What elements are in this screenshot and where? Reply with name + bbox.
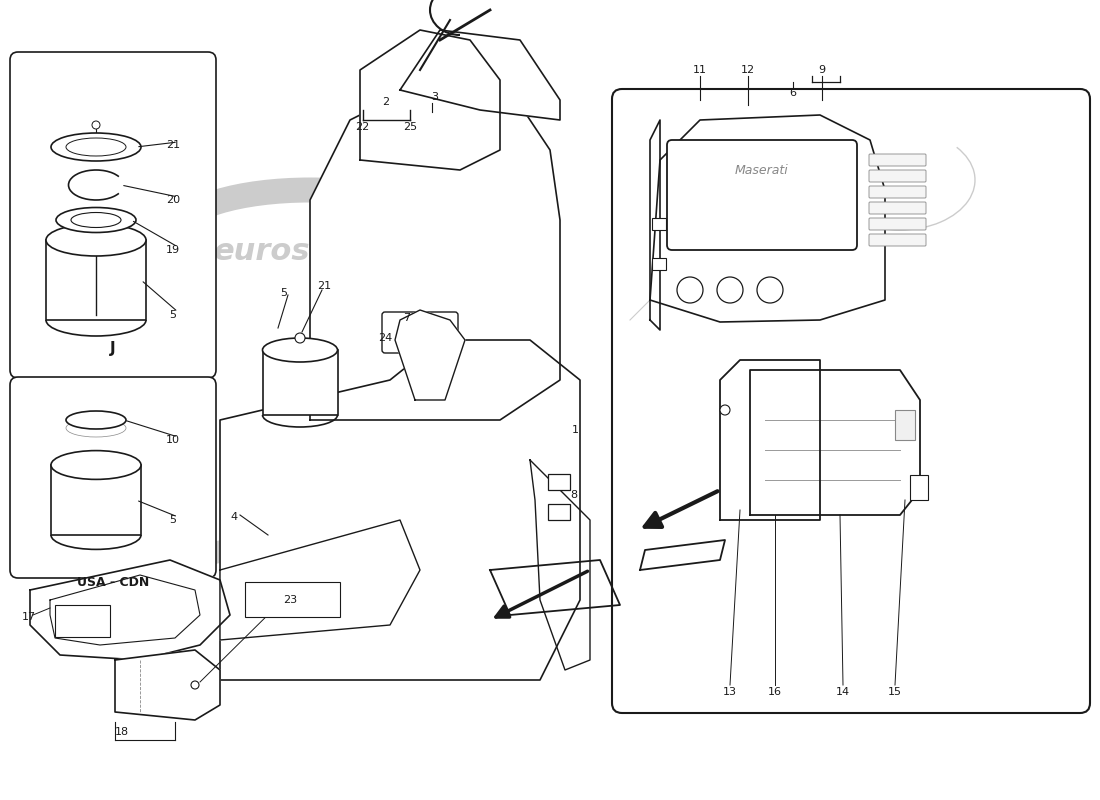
Circle shape bbox=[92, 121, 100, 129]
Text: 2: 2 bbox=[383, 97, 389, 107]
FancyBboxPatch shape bbox=[10, 52, 216, 378]
Polygon shape bbox=[360, 30, 500, 170]
Text: 24: 24 bbox=[378, 333, 392, 343]
Text: 9: 9 bbox=[818, 65, 826, 75]
Polygon shape bbox=[750, 370, 920, 515]
Text: 20: 20 bbox=[166, 195, 180, 205]
Circle shape bbox=[676, 277, 703, 303]
Polygon shape bbox=[720, 360, 820, 520]
Bar bbox=[55, 605, 110, 637]
Polygon shape bbox=[310, 80, 560, 420]
Text: 6: 6 bbox=[790, 88, 796, 98]
Text: 21: 21 bbox=[317, 281, 331, 291]
Ellipse shape bbox=[66, 411, 126, 429]
Text: USA - CDN: USA - CDN bbox=[77, 575, 150, 589]
Text: 14: 14 bbox=[836, 687, 850, 697]
Bar bbox=[652, 258, 666, 270]
Circle shape bbox=[757, 277, 783, 303]
Ellipse shape bbox=[66, 138, 126, 156]
Text: 3: 3 bbox=[431, 92, 439, 102]
FancyBboxPatch shape bbox=[869, 202, 926, 214]
FancyBboxPatch shape bbox=[869, 154, 926, 166]
Text: 5: 5 bbox=[280, 288, 287, 298]
Ellipse shape bbox=[72, 213, 121, 227]
Polygon shape bbox=[490, 560, 620, 615]
Polygon shape bbox=[640, 540, 725, 570]
Text: eurospares: eurospares bbox=[701, 578, 859, 602]
Text: 23: 23 bbox=[283, 595, 297, 605]
Bar bbox=[652, 218, 666, 230]
Ellipse shape bbox=[66, 419, 126, 437]
Text: 21: 21 bbox=[166, 140, 180, 150]
FancyBboxPatch shape bbox=[869, 186, 926, 198]
Polygon shape bbox=[650, 115, 886, 322]
Bar bbox=[548, 504, 570, 520]
Polygon shape bbox=[400, 30, 560, 120]
FancyBboxPatch shape bbox=[10, 377, 216, 578]
Text: eurospares: eurospares bbox=[724, 238, 916, 266]
Ellipse shape bbox=[46, 224, 146, 256]
Ellipse shape bbox=[51, 450, 141, 479]
Text: 17: 17 bbox=[22, 612, 36, 622]
Polygon shape bbox=[395, 310, 465, 400]
FancyBboxPatch shape bbox=[869, 234, 926, 246]
Text: 10: 10 bbox=[166, 435, 180, 445]
Circle shape bbox=[295, 333, 305, 343]
Text: eurospares: eurospares bbox=[213, 238, 406, 266]
Bar bbox=[910, 475, 928, 500]
Text: 5: 5 bbox=[169, 515, 176, 525]
Bar bbox=[548, 474, 570, 490]
FancyBboxPatch shape bbox=[612, 89, 1090, 713]
Text: 16: 16 bbox=[768, 687, 782, 697]
Text: J: J bbox=[110, 341, 115, 355]
Text: 12: 12 bbox=[741, 65, 755, 75]
Polygon shape bbox=[30, 560, 230, 660]
FancyBboxPatch shape bbox=[667, 140, 857, 250]
FancyBboxPatch shape bbox=[869, 170, 926, 182]
Polygon shape bbox=[116, 650, 220, 720]
Text: 25: 25 bbox=[403, 122, 417, 132]
Polygon shape bbox=[220, 340, 580, 680]
Polygon shape bbox=[530, 460, 590, 670]
Bar bbox=[895, 410, 915, 440]
Circle shape bbox=[717, 277, 743, 303]
Ellipse shape bbox=[263, 338, 338, 362]
Text: 22: 22 bbox=[355, 122, 370, 132]
Bar bbox=[245, 582, 340, 617]
FancyBboxPatch shape bbox=[382, 312, 458, 353]
Text: 15: 15 bbox=[888, 687, 902, 697]
Text: 8: 8 bbox=[570, 490, 578, 500]
Text: 7: 7 bbox=[404, 313, 410, 323]
Text: Maserati: Maserati bbox=[735, 163, 789, 177]
Polygon shape bbox=[220, 520, 420, 640]
Circle shape bbox=[191, 681, 199, 689]
Bar bbox=[46, 240, 146, 320]
Text: 19: 19 bbox=[166, 245, 180, 255]
Bar bbox=[51, 465, 141, 535]
Text: 18: 18 bbox=[116, 727, 129, 737]
Text: 1: 1 bbox=[572, 425, 579, 435]
Text: 11: 11 bbox=[693, 65, 707, 75]
Ellipse shape bbox=[51, 133, 141, 161]
Text: 13: 13 bbox=[723, 687, 737, 697]
Text: eurospares: eurospares bbox=[211, 588, 370, 612]
FancyBboxPatch shape bbox=[869, 218, 926, 230]
Ellipse shape bbox=[56, 207, 136, 233]
Text: 5: 5 bbox=[169, 310, 176, 320]
Text: 4: 4 bbox=[230, 512, 238, 522]
Circle shape bbox=[720, 405, 730, 415]
Bar bbox=[263, 350, 338, 415]
